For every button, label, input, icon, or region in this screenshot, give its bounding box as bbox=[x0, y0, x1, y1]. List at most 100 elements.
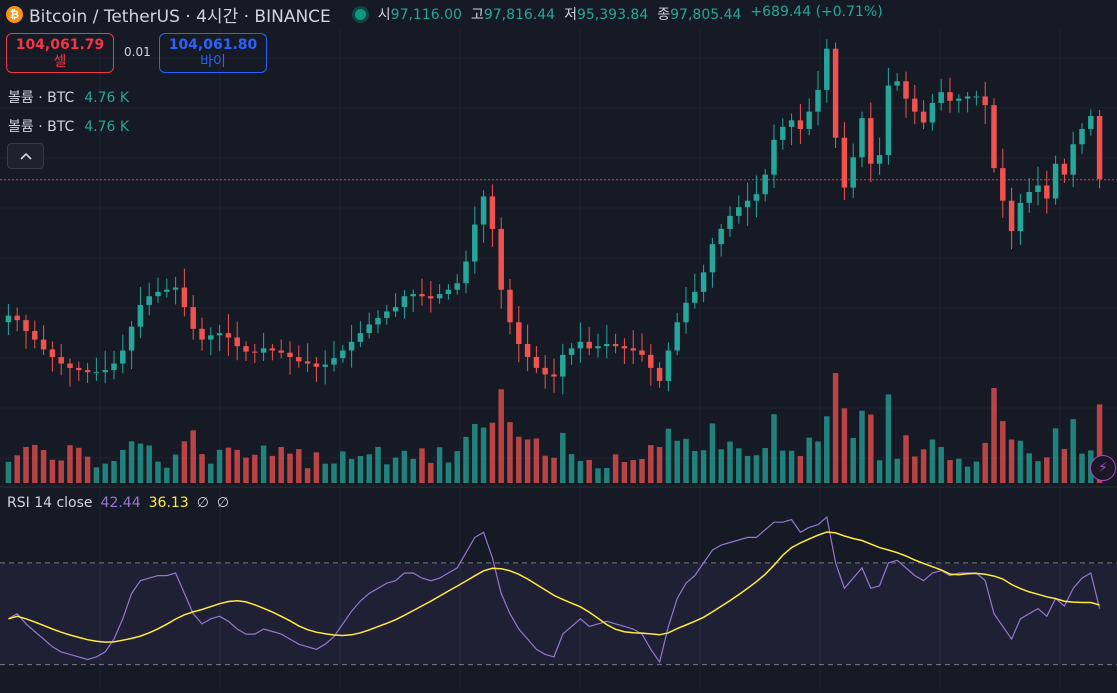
rsi-value: 42.44 bbox=[100, 495, 141, 511]
volume-bar bbox=[269, 455, 276, 483]
volume-bar bbox=[472, 423, 478, 483]
volume-bar bbox=[384, 464, 390, 483]
volume-bar bbox=[287, 453, 293, 483]
candle-body bbox=[621, 346, 628, 349]
rsi-ma-line bbox=[8, 531, 1100, 643]
volume-bar bbox=[964, 466, 971, 483]
candle-body bbox=[903, 81, 909, 99]
volume-bar bbox=[718, 449, 724, 483]
rsi-extra-value: ∅ bbox=[196, 495, 209, 511]
candle-body bbox=[234, 337, 240, 347]
market-open-icon bbox=[354, 8, 366, 20]
volume-bar bbox=[683, 438, 689, 483]
volume-value: 4.76 K bbox=[84, 119, 130, 135]
volume-bar bbox=[260, 445, 267, 483]
volume-bar bbox=[181, 441, 188, 483]
candle-body bbox=[5, 315, 12, 323]
buy-button[interactable]: 104,061.80 바이 bbox=[159, 33, 267, 73]
volume-bar bbox=[172, 454, 179, 483]
candle-body bbox=[744, 200, 751, 208]
volume-bar bbox=[84, 456, 91, 483]
volume-bar bbox=[137, 443, 144, 483]
bitcoin-icon: ₿ bbox=[6, 5, 23, 23]
volume-bar bbox=[401, 450, 408, 483]
candle-body bbox=[762, 174, 768, 195]
symbol-header: ₿ Bitcoin / TetherUS · 4시간 · BINANCE 시97… bbox=[6, 1, 883, 27]
volume-bar bbox=[146, 445, 152, 483]
candle-body bbox=[296, 357, 302, 362]
volume-bar bbox=[410, 458, 416, 483]
volume-bar bbox=[973, 461, 980, 483]
change-value: +689.44 (+0.71%) bbox=[750, 4, 883, 20]
volume-bar bbox=[991, 388, 997, 483]
volume-bar bbox=[832, 373, 839, 483]
volume-bar bbox=[1035, 461, 1041, 483]
volume-bar bbox=[58, 460, 64, 483]
candle-body bbox=[1008, 200, 1015, 232]
candle-body bbox=[278, 350, 284, 353]
candle-body bbox=[172, 287, 179, 290]
high-label: 고 bbox=[470, 7, 484, 23]
candle-body bbox=[1026, 192, 1032, 203]
candle-body bbox=[445, 289, 452, 295]
candle-body bbox=[313, 363, 320, 367]
volume-bar bbox=[1096, 404, 1103, 483]
open-value: 97,116.00 bbox=[390, 7, 462, 23]
volume-bar bbox=[489, 422, 496, 483]
sell-button[interactable]: 104,061.79 셀 bbox=[6, 33, 114, 73]
sell-label: 셀 bbox=[53, 54, 67, 70]
volume-bar bbox=[93, 467, 100, 483]
candle-body bbox=[428, 296, 434, 299]
volume-bar bbox=[850, 437, 856, 483]
candle-body bbox=[287, 352, 293, 358]
candle-body bbox=[137, 304, 144, 327]
volume-bar bbox=[744, 455, 751, 483]
volume-bar bbox=[463, 436, 469, 483]
volume-bar bbox=[859, 410, 865, 483]
collapse-legend-button[interactable] bbox=[7, 143, 44, 169]
candle-body bbox=[674, 322, 680, 351]
symbol-title[interactable]: Bitcoin / TetherUS · 4시간 · BINANCE bbox=[29, 6, 331, 27]
candle-body bbox=[1000, 168, 1006, 201]
volume-bar bbox=[753, 455, 760, 483]
volume-bar bbox=[296, 449, 302, 483]
volume-bar bbox=[885, 394, 892, 483]
volume-bar bbox=[199, 454, 205, 483]
candle-body bbox=[780, 126, 786, 140]
volume-bar bbox=[815, 441, 821, 483]
candle-body bbox=[894, 81, 900, 86]
volume-bar bbox=[67, 445, 73, 483]
volume-bar bbox=[956, 458, 962, 483]
volume-bar bbox=[604, 468, 610, 483]
volume-bar bbox=[780, 450, 786, 483]
volume-bar bbox=[76, 447, 82, 483]
candle-body bbox=[938, 92, 944, 103]
volume-bar bbox=[876, 460, 883, 483]
volume-legend[interactable]: 볼륨 · BTC 4.76 K bbox=[8, 116, 129, 136]
volume-bar bbox=[665, 428, 672, 483]
candle-body bbox=[269, 348, 276, 351]
candle-body bbox=[841, 137, 848, 188]
volume-bar bbox=[595, 468, 601, 483]
lightning-icon[interactable]: ⚡ bbox=[1090, 455, 1116, 481]
candle-body bbox=[709, 244, 716, 273]
candle-body bbox=[806, 111, 812, 130]
volume-bar bbox=[419, 448, 425, 483]
candle-body bbox=[340, 350, 346, 359]
candle-body bbox=[93, 372, 100, 374]
volume-bar bbox=[903, 435, 909, 483]
volume-bar bbox=[392, 457, 399, 483]
volume-bar bbox=[1000, 421, 1006, 483]
rsi-legend[interactable]: RSI 14 close 42.44 36.13 ∅ ∅ bbox=[7, 495, 229, 511]
candle-body bbox=[753, 194, 760, 201]
volume-label: 볼륨 · BTC bbox=[8, 90, 75, 106]
volume-bar bbox=[331, 463, 337, 483]
volume-bar bbox=[155, 461, 161, 483]
volume-bar bbox=[445, 462, 452, 483]
volume-bar bbox=[436, 447, 443, 483]
volume-legend[interactable]: 볼륨 · BTC 4.76 K bbox=[8, 87, 129, 107]
volume-bar bbox=[1061, 448, 1068, 483]
volume-bar bbox=[929, 439, 936, 483]
spread-value: 0.01 bbox=[124, 45, 151, 59]
